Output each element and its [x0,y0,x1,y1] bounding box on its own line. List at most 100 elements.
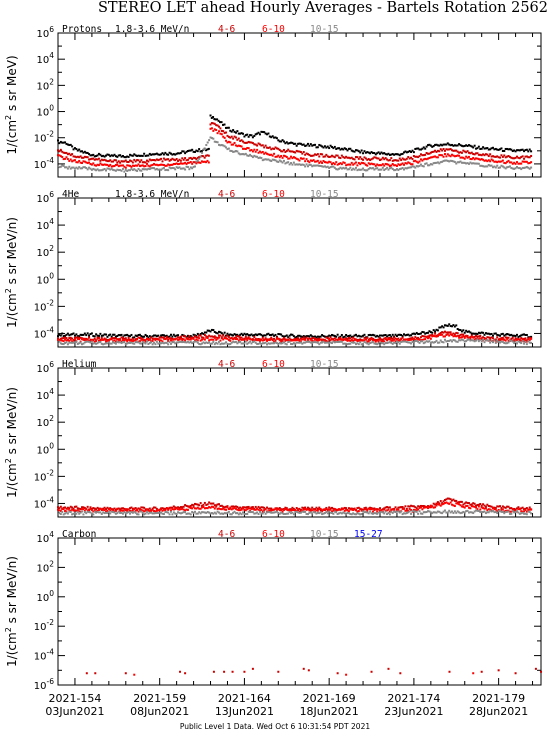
data-point [177,334,180,337]
data-point [263,508,266,511]
data-point [244,509,247,512]
data-point [524,337,527,340]
data-point [400,163,403,166]
data-point [62,158,65,161]
data-point [486,160,489,163]
data-point [496,339,499,342]
data-point [459,329,462,332]
x-tick-label-doy: 2021-174 [387,692,440,705]
data-point [99,332,102,335]
data-point [435,161,438,164]
data-point [412,155,415,158]
data-point [258,338,261,341]
data-point [379,507,381,510]
data-point [150,336,153,339]
data-point [362,152,365,155]
data-point [446,142,449,145]
data-point [431,331,434,334]
data-point [524,507,527,510]
data-point [155,509,158,512]
data-point [258,509,261,512]
data-point [201,511,204,514]
data-point [330,165,333,168]
species-label: 4He [62,189,79,200]
data-point [523,510,526,513]
data-point [195,158,198,161]
data-point [167,336,170,339]
data-point [220,332,223,335]
data-point [95,169,98,172]
data-point [335,154,338,157]
data-point [369,163,372,166]
data-point [422,506,425,509]
data-point [144,342,147,345]
data-point [397,153,400,156]
data-point [476,157,479,160]
data-point [65,156,68,159]
data-point [523,166,526,169]
data-point [333,145,336,148]
data-point [210,338,213,341]
data-point [493,155,496,158]
data-point [307,669,310,672]
data-point [202,160,205,163]
data-point [379,341,381,344]
data-point [422,146,425,149]
data-point [172,508,175,511]
data-point [251,150,254,153]
data-point [200,160,203,163]
data-point [105,511,108,514]
data-point [282,148,285,151]
data-point [76,342,79,345]
data-point [504,147,507,150]
data-point [453,144,456,147]
data-point [350,513,353,516]
data-point [391,511,394,514]
data-point [206,511,209,514]
data-point [304,341,307,344]
data-point [79,333,82,336]
data-point [162,507,165,510]
data-point [257,142,260,145]
data-point [354,338,357,341]
y-tick-label: 10-6 [34,677,54,692]
data-point [219,504,222,507]
data-point [253,334,256,337]
data-point [455,144,458,147]
data-point [119,161,122,164]
data-point [297,150,300,153]
data-point [143,338,146,341]
data-point [210,502,213,505]
data-point [473,162,476,165]
data-point [462,333,465,336]
data-point [448,148,451,151]
data-point [316,164,319,167]
data-point [371,151,374,154]
data-point [294,336,297,339]
data-point [418,160,421,163]
data-point [167,507,170,510]
data-point [503,166,506,169]
data-point [446,333,449,336]
data-point [177,506,180,509]
data-point [217,119,220,122]
data-point [319,164,322,167]
data-point [520,342,523,345]
data-point [398,511,401,514]
data-point [71,160,74,163]
data-point [58,512,61,515]
data-point [271,342,274,345]
data-point [69,333,72,336]
data-point [496,164,499,167]
data-point [469,157,472,160]
data-point [305,508,308,511]
data-point [82,337,85,340]
data-point [311,335,314,338]
data-point [403,512,406,515]
data-point [246,506,249,509]
data-point [264,341,267,344]
data-point [357,161,360,164]
data-point [107,160,110,163]
data-point [299,337,302,340]
data-point [377,151,380,154]
